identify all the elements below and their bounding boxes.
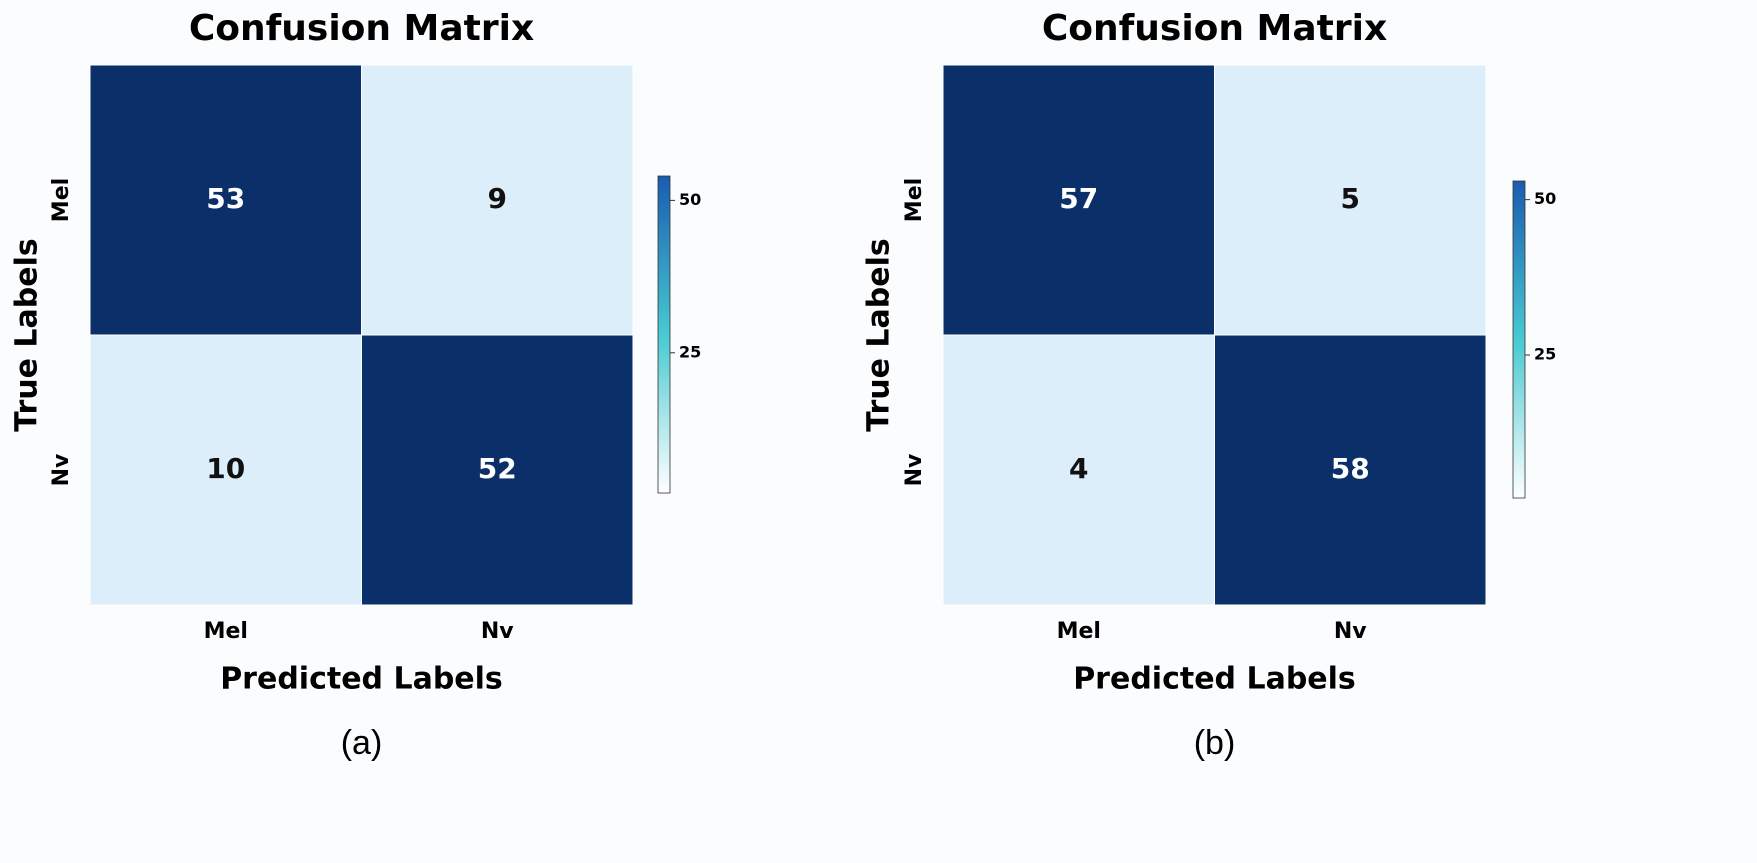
heatmap-cell (89, 334, 362, 606)
colorbar-tick-label: 50 (1534, 189, 1556, 208)
x-tick-label: Nv (1334, 619, 1367, 644)
colorbar (657, 175, 671, 494)
colorbar (1512, 180, 1526, 499)
colorbar-tick-label: 25 (679, 342, 701, 361)
colorbar-tick-label: 50 (679, 190, 701, 209)
chart-title: Confusion Matrix (1042, 8, 1387, 49)
cell-label: 5 (1341, 182, 1360, 215)
cell-label: 53 (206, 182, 245, 215)
cell-label: 10 (206, 452, 245, 485)
cell-label: 4 (1069, 452, 1088, 485)
heatmap-cell (89, 64, 362, 336)
y-axis-label: True Labels (10, 238, 45, 431)
y-axis-label: True Labels (862, 238, 897, 431)
y-tick-label: Nv (902, 453, 927, 486)
x-tick-label: Mel (1057, 619, 1101, 644)
x-axis-label: Predicted Labels (220, 662, 503, 697)
heatmap-cell (1214, 334, 1487, 606)
cell-label: 52 (478, 452, 517, 485)
y-tick-label: Mel (49, 178, 74, 222)
heatmap-cell (361, 64, 634, 336)
cell-label: 9 (488, 182, 507, 215)
heatmap-cell (942, 334, 1215, 606)
y-tick-label: Mel (902, 178, 927, 222)
caption: (a) (341, 724, 383, 762)
y-tick-label: Nv (49, 453, 74, 486)
caption: (b) (1194, 724, 1236, 762)
chart-title: Confusion Matrix (189, 8, 534, 49)
cell-label: 57 (1059, 182, 1098, 215)
cell-label: 58 (1331, 452, 1370, 485)
x-tick-label: Nv (481, 619, 514, 644)
colorbar-tick-label: 25 (1534, 345, 1556, 364)
heatmap-cell (1214, 64, 1487, 336)
heatmap-cell (361, 334, 634, 606)
x-axis-label: Predicted Labels (1073, 662, 1356, 697)
x-tick-label: Mel (204, 619, 248, 644)
